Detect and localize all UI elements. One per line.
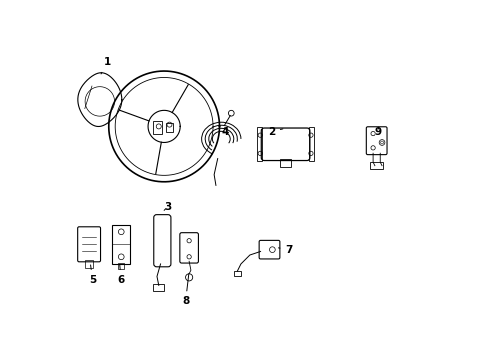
Text: 3: 3 xyxy=(164,202,171,212)
Bar xyxy=(369,162,382,169)
Text: 6: 6 xyxy=(118,265,124,285)
Text: 2: 2 xyxy=(267,127,282,137)
Text: 7: 7 xyxy=(278,245,292,255)
Bar xyxy=(280,159,290,167)
Bar xyxy=(153,284,164,291)
Text: 1: 1 xyxy=(101,57,110,74)
Text: 8: 8 xyxy=(182,274,189,306)
Bar xyxy=(233,271,241,276)
Text: 9: 9 xyxy=(374,127,381,137)
Bar xyxy=(84,260,93,267)
Bar xyxy=(308,127,313,161)
Text: 5: 5 xyxy=(89,265,96,285)
Bar xyxy=(112,225,130,264)
Bar xyxy=(153,121,162,134)
Bar xyxy=(165,123,173,132)
Bar xyxy=(257,127,262,161)
Text: 4: 4 xyxy=(221,127,228,137)
Bar xyxy=(118,263,124,269)
